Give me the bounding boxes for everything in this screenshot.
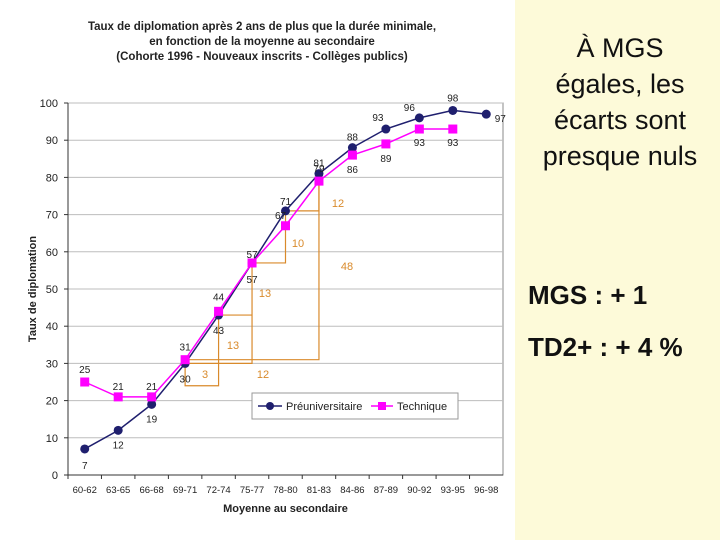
point-technique — [180, 355, 190, 365]
y-tick-label: 70 — [46, 210, 58, 222]
data-label: 31 — [180, 343, 192, 354]
slide-note: À MGS égales, les écarts sont presque nu… — [542, 33, 698, 171]
y-tick-label: 100 — [40, 98, 58, 110]
data-label: 89 — [380, 154, 392, 165]
point-preuniversitaire — [281, 206, 290, 216]
data-label: 44 — [213, 292, 225, 303]
point-preuniversitaire — [80, 444, 90, 454]
point-preuniversitaire — [347, 143, 357, 153]
x-tick-label: 90-92 — [407, 485, 431, 496]
data-label: 21 — [146, 382, 158, 393]
x-tick-label: 63-65 — [106, 485, 130, 496]
gap-annotation: 12 — [257, 369, 269, 381]
gap-annotation: 13 — [259, 288, 271, 300]
data-label: 93 — [447, 138, 459, 149]
gap-annotation: 48 — [341, 261, 353, 273]
gap-annotation: 3 — [202, 369, 208, 381]
gap-annotation: 10 — [292, 238, 304, 250]
y-tick-label: 20 — [46, 396, 58, 408]
legend-marker-preuniversitaire — [266, 402, 274, 410]
x-tick-label: 81-83 — [307, 485, 331, 496]
gap-bracket — [185, 181, 320, 361]
gap-annotation: 12 — [332, 198, 344, 210]
y-tick-label: 40 — [46, 321, 58, 333]
data-label: 88 — [347, 133, 359, 144]
data-label: 81 — [313, 159, 325, 170]
data-label: 98 — [447, 93, 459, 104]
legend-marker-technique — [378, 402, 386, 410]
x-tick-label: 66-68 — [139, 485, 163, 496]
chart-panel: 0 10 20 30 40 50 60 70 80 90 100 60-62 63-65 66-68 69-… — [0, 0, 515, 540]
data-label: 43 — [213, 326, 225, 337]
x-tick-label: 84-86 — [340, 485, 364, 496]
point-technique — [247, 258, 257, 268]
x-tick-label: 75-77 — [240, 485, 264, 496]
y-tick-label: 90 — [46, 135, 58, 147]
point-technique — [214, 306, 224, 316]
point-technique — [314, 176, 324, 186]
chart-title-line: (Cohorte 1996 - Nouveaux inscrits - Coll… — [116, 51, 408, 63]
legend-label-preuniversitaire: Préuniversitaire — [286, 401, 362, 413]
gap-bracket — [185, 262, 253, 364]
gap-bracket — [184, 315, 220, 387]
mgs-gain-text: MGS : + 1 — [528, 280, 648, 310]
data-label: 79 — [313, 164, 325, 175]
series-line-technique — [84, 128, 453, 398]
data-label: 93 — [414, 138, 426, 149]
data-label: 67 — [275, 211, 287, 222]
point-preuniversitaire — [113, 425, 123, 435]
y-tick-label: 0 — [52, 470, 58, 482]
x-tick-label: 78-80 — [273, 485, 297, 496]
data-label: 7 — [82, 461, 88, 472]
point-technique — [80, 377, 90, 387]
data-label: 19 — [146, 414, 158, 425]
data-label: 12 — [113, 440, 125, 451]
point-technique — [448, 124, 458, 134]
data-label: 71 — [280, 197, 292, 208]
data-label: 21 — [113, 382, 125, 393]
y-tick-label: 80 — [46, 172, 58, 184]
data-label: 86 — [347, 165, 359, 176]
x-axis-title: Moyenne au secondaire — [223, 503, 348, 515]
x-tick-label: 96-98 — [474, 485, 498, 496]
x-tick-label: 93-95 — [441, 485, 465, 496]
point-technique — [414, 124, 424, 134]
point-preuniversitaire — [381, 124, 391, 134]
data-label: 97 — [495, 114, 507, 125]
legend-label-technique: Technique — [397, 401, 447, 413]
point-technique — [147, 392, 157, 402]
point-technique — [113, 392, 123, 402]
y-axis-title: Taux de diplomation — [27, 236, 39, 342]
gap-annotation: 13 — [227, 340, 239, 352]
chart-title-line: Taux de diplomation après 2 ans de plus … — [88, 21, 436, 33]
point-preuniversitaire — [414, 113, 424, 123]
point-preuniversitaire — [314, 169, 324, 179]
x-tick-label: 72-74 — [206, 485, 230, 496]
y-tick-label: 60 — [46, 247, 58, 259]
point-technique — [381, 139, 391, 149]
data-label: 25 — [79, 365, 91, 376]
point-preuniversitaire — [481, 109, 491, 119]
x-tick-label: 87-89 — [374, 485, 398, 496]
x-tick-label: 60-62 — [73, 485, 97, 496]
x-tick-label: 69-71 — [173, 485, 197, 496]
y-tick-label: 30 — [46, 358, 58, 370]
diplomation-chart: 0 10 20 30 40 50 60 70 80 90 100 60-62 63-65 66-68 69-… — [27, 21, 507, 515]
td2-gain-text: TD2+ : + 4 % — [528, 332, 683, 362]
data-label: 96 — [404, 103, 416, 114]
point-preuniversitaire — [448, 105, 458, 115]
data-label: 30 — [180, 374, 192, 385]
data-label: 57 — [246, 250, 258, 261]
chart-title-line: en fonction de la moyenne au secondaire — [149, 36, 375, 48]
y-tick-label: 10 — [46, 433, 58, 445]
point-preuniversitaire — [147, 399, 157, 409]
point-technique — [281, 221, 290, 231]
data-label: 93 — [372, 113, 384, 124]
legend-box — [251, 392, 459, 420]
y-tick-label: 50 — [46, 284, 58, 296]
data-label: 57 — [246, 275, 258, 286]
point-technique — [347, 150, 357, 160]
